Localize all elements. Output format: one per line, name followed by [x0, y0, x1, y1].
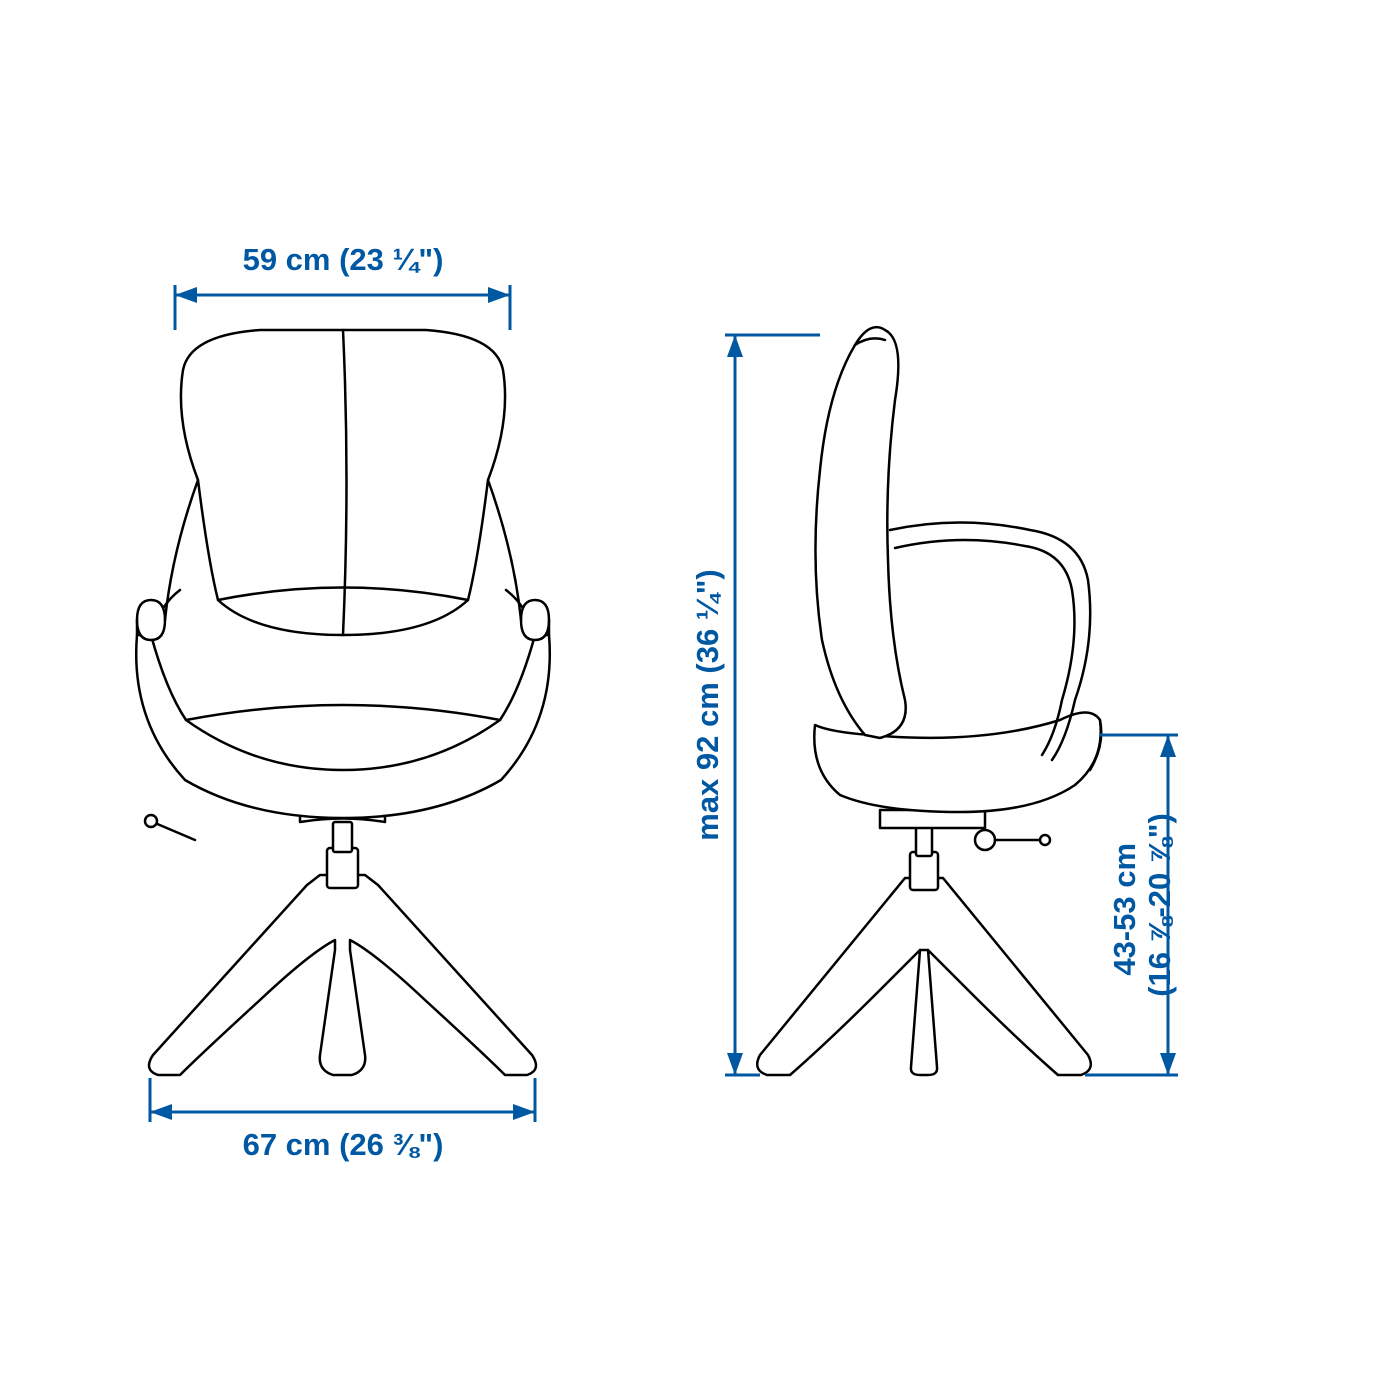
dim-seat-width: 59 cm (23 ¼")	[175, 242, 510, 330]
dim-seat-height-metric: 43-53 cm	[1107, 843, 1142, 976]
chair-side-view	[757, 327, 1101, 1075]
svg-text:43-53 cm (16 ⅞-20 ⅞"): 43-53 cm (16 ⅞-20 ⅞")	[1107, 813, 1177, 997]
dim-base-width: 67 cm (26 ⅜")	[150, 1078, 535, 1162]
svg-text:67 cm (26 ⅜": 67 cm (26 ⅜")	[243, 1127, 444, 1162]
svg-text:59 cm (23 ¼": 59 cm (23 ¼")	[243, 242, 444, 277]
dim-seat-width-imperial: (23 ¼")	[339, 242, 443, 277]
svg-text:max 92 cm (3: max 92 cm (36 ¼")	[690, 569, 725, 840]
dim-seat-width-metric: 59 cm	[243, 242, 331, 277]
dim-seat-height: 43-53 cm (16 ⅞-20 ⅞")	[1085, 735, 1178, 1075]
dim-seat-height-imperial: (16 ⅞-20 ⅞")	[1142, 813, 1177, 997]
dim-max-height-imperial: (36 ¼")	[690, 569, 725, 673]
dimension-diagram: 59 cm (23 ¼") 67 cm (26 ⅜")	[0, 0, 1400, 1400]
chair-front-view	[136, 330, 550, 1075]
dim-max-height-metric: max 92 cm	[690, 682, 725, 841]
dim-base-width-metric: 67 cm	[243, 1127, 331, 1162]
dim-base-width-imperial: (26 ⅜")	[339, 1127, 443, 1162]
dim-max-height: max 92 cm (36 ¼")	[690, 335, 820, 1075]
